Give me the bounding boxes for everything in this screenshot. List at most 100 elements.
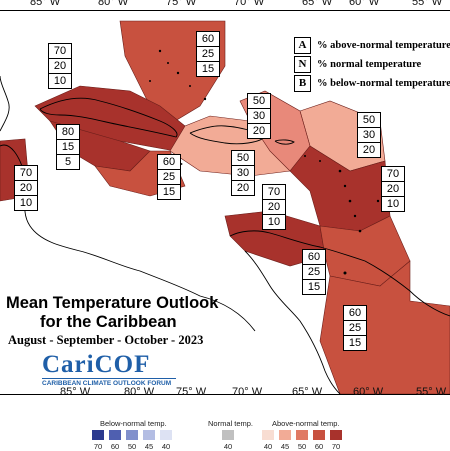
below-value: 10 xyxy=(53,75,67,87)
above-value: 60 xyxy=(303,250,325,265)
normal-value: 20 xyxy=(49,59,71,74)
normal-value: 20 xyxy=(382,182,404,197)
key-row-below: B % below-normal temperature xyxy=(294,74,450,93)
below-value: 20 xyxy=(362,144,376,156)
lon-label: 60° W xyxy=(349,0,380,8)
lon-label: 80° W xyxy=(98,0,129,8)
normal-value: 30 xyxy=(232,166,254,181)
color-scale: Below-normal temp. Normal temp. Above-no… xyxy=(0,397,450,451)
below-swatch-value: 40 xyxy=(161,442,171,451)
lon-label: 70° W xyxy=(232,386,263,398)
normal-value: 25 xyxy=(197,47,219,62)
below-swatch xyxy=(126,430,138,440)
below-value: 15 xyxy=(162,186,176,198)
lon-label: 80° W xyxy=(124,386,155,398)
above-swatch-value: 60 xyxy=(314,442,324,451)
probability-key: A % above-normal temperature N % normal … xyxy=(294,36,450,93)
above-value: 80 xyxy=(57,125,79,140)
lon-label: 55° W xyxy=(412,0,443,8)
normal-value: 25 xyxy=(303,265,325,280)
key-letter: B xyxy=(294,75,311,92)
prob-box-cayman: 80 15 5 xyxy=(56,124,80,170)
prob-box-belize: 70 20 10 xyxy=(14,165,38,211)
zone-guianas xyxy=(319,260,450,394)
above-swatch-value: 70 xyxy=(331,442,341,451)
below-value: 10 xyxy=(386,198,400,210)
prob-box-trinidad: 60 25 15 xyxy=(302,249,326,295)
above-value: 70 xyxy=(382,167,404,182)
prob-box-bahamas: 60 25 15 xyxy=(196,31,220,77)
above-swatch-value: 45 xyxy=(280,442,290,451)
key-text: % normal temperature xyxy=(317,59,422,70)
key-text: % above-normal temperature xyxy=(317,40,450,51)
above-normal-label: Above-normal temp. xyxy=(272,419,340,428)
logo-tagline: CARIBBEAN CLIMATE OUTLOOK FORUM xyxy=(42,378,176,387)
normal-swatch-value: 40 xyxy=(223,442,233,451)
lon-label: 55° W xyxy=(416,386,447,398)
map-canvas xyxy=(0,20,450,394)
above-value: 50 xyxy=(358,113,380,128)
above-swatch xyxy=(313,430,325,440)
lon-label: 60° W xyxy=(353,386,384,398)
normal-value: 20 xyxy=(15,181,37,196)
below-value: 10 xyxy=(267,216,281,228)
above-swatch-value: 50 xyxy=(297,442,307,451)
map-frame: 60 25 15 70 20 10 80 15 5 70 20 10 60 25… xyxy=(0,10,450,395)
prob-box-jamaica: 60 25 15 xyxy=(157,154,181,200)
normal-value: 25 xyxy=(344,321,366,336)
lon-label: 65° W xyxy=(302,0,333,8)
below-value: 10 xyxy=(19,197,33,209)
below-value: 20 xyxy=(236,182,250,194)
lon-label: 70° W xyxy=(234,0,265,8)
above-swatch xyxy=(330,430,342,440)
lon-label: 85° W xyxy=(60,386,91,398)
map-title-block: Mean Temperature Outlook for the Caribbe… xyxy=(6,294,218,348)
above-swatch-value: 40 xyxy=(263,442,273,451)
caricof-logo: CariCOF CARIBBEAN CLIMATE OUTLOOK FORUM xyxy=(42,352,176,387)
prob-box-caribbean-south: 70 20 10 xyxy=(262,184,286,230)
above-swatch xyxy=(262,430,274,440)
prob-box-cuba: 70 20 10 xyxy=(48,43,72,89)
below-swatch xyxy=(160,430,172,440)
above-value: 50 xyxy=(248,94,270,109)
below-value: 20 xyxy=(252,125,266,137)
map-title-line2: for the Caribbean xyxy=(40,313,177,331)
below-value: 15 xyxy=(348,337,362,349)
below-swatch-value: 50 xyxy=(127,442,137,451)
above-value: 50 xyxy=(232,151,254,166)
below-normal-label: Below-normal temp. xyxy=(100,419,167,428)
normal-value: 30 xyxy=(248,109,270,124)
above-value: 60 xyxy=(158,155,180,170)
normal-swatch xyxy=(222,430,234,440)
prob-box-leewards: 70 20 10 xyxy=(381,166,405,212)
above-swatch xyxy=(279,430,291,440)
below-swatch xyxy=(92,430,104,440)
lon-label: 65° W xyxy=(292,386,323,398)
key-row-normal: N % normal temperature xyxy=(294,55,450,74)
map-subtitle: August - September - October - 2023 xyxy=(8,333,204,347)
prob-box-atlantic-north: 50 30 20 xyxy=(357,112,381,158)
normal-value: 25 xyxy=(158,170,180,185)
above-value: 70 xyxy=(49,44,71,59)
below-value: 15 xyxy=(201,63,215,75)
above-value: 70 xyxy=(15,166,37,181)
key-text: % below-normal temperature xyxy=(317,78,450,89)
key-letter: N xyxy=(294,56,311,73)
prob-box-guianas: 60 25 15 xyxy=(343,305,367,351)
logo-wordmark: CariCOF xyxy=(42,351,151,378)
prob-box-antilles: 50 30 20 xyxy=(247,93,271,139)
lon-label: 85° W xyxy=(30,0,61,8)
key-letter: A xyxy=(294,37,311,54)
below-value: 15 xyxy=(307,281,321,293)
below-swatch-value: 60 xyxy=(110,442,120,451)
key-row-above: A % above-normal temperature xyxy=(294,36,450,55)
normal-label: Normal temp. xyxy=(208,419,254,428)
map-title: Mean Temperature Outlook xyxy=(6,294,219,312)
lon-label: 75° W xyxy=(166,0,197,8)
normal-value: 15 xyxy=(57,140,79,155)
normal-value: 20 xyxy=(263,200,285,215)
above-swatch xyxy=(296,430,308,440)
normal-value: 30 xyxy=(358,128,380,143)
above-value: 60 xyxy=(197,32,219,47)
prob-box-hispaniola: 50 30 20 xyxy=(231,150,255,196)
